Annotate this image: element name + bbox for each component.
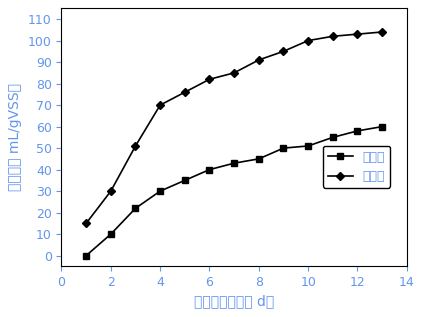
试验组 — [305, 39, 310, 42]
对照组 — [330, 135, 335, 139]
Line: 试验组: 试验组 — [83, 29, 385, 227]
试验组 — [232, 71, 237, 75]
对照组 — [355, 129, 360, 133]
试验组 — [379, 30, 385, 34]
对照组 — [379, 125, 385, 128]
试验组 — [108, 189, 113, 193]
对照组 — [84, 254, 89, 257]
对照组 — [207, 168, 212, 171]
试验组 — [158, 103, 163, 107]
Y-axis label: 产气量（ mL/gVSS）: 产气量（ mL/gVSS） — [8, 83, 22, 191]
X-axis label: 厂氧消化时间（ d）: 厂氧消化时间（ d） — [194, 295, 274, 309]
对照组 — [256, 157, 261, 161]
对照组 — [158, 189, 163, 193]
试验组 — [133, 144, 138, 148]
试验组 — [84, 222, 89, 225]
Line: 对照组: 对照组 — [83, 124, 385, 259]
试验组 — [281, 49, 286, 53]
对照组 — [108, 232, 113, 236]
试验组 — [330, 34, 335, 38]
试验组 — [256, 58, 261, 62]
对照组 — [281, 146, 286, 150]
试验组 — [355, 32, 360, 36]
试验组 — [182, 90, 187, 94]
对照组 — [182, 178, 187, 182]
对照组 — [133, 206, 138, 210]
对照组 — [232, 161, 237, 165]
Legend: 对照组, 试验组: 对照组, 试验组 — [323, 146, 390, 188]
试验组 — [207, 77, 212, 81]
对照组 — [305, 144, 310, 148]
